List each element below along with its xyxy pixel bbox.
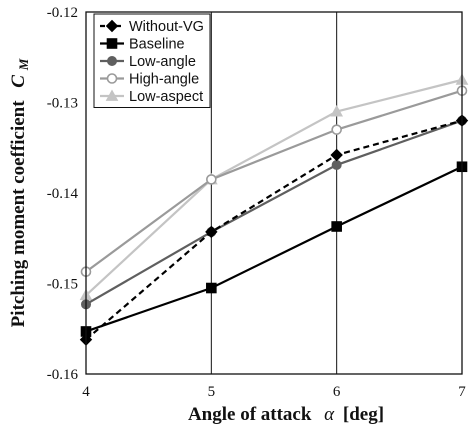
legend-marker [105,19,119,33]
x-tick-label: 4 [82,384,90,400]
series-high-angle [80,85,468,278]
grid-lines [210,12,338,374]
y-axis-subscript: M [16,58,31,71]
series-baseline [80,161,468,337]
y-tick-label: -0.15 [47,277,78,293]
legend-item-baseline: Baseline [100,37,185,53]
series-without-vg [79,114,469,346]
data-point-high-angle [331,124,342,135]
legend-label: Baseline [129,37,185,53]
data-point-baseline [206,282,217,294]
series-line-baseline [85,165,463,333]
x-axis-symbol: α [324,404,335,425]
data-point-low-angle [331,159,342,170]
y-tick-label: -0.13 [47,96,78,112]
y-tick-label: -0.16 [47,367,79,383]
legend-label: Low-aspect [129,89,203,105]
x-tick-label: 6 [333,384,341,400]
series-line-without-vg [85,119,463,341]
legend-label: Low-angle [129,54,196,70]
series-layer [79,73,469,346]
data-point-low-aspect [330,105,344,117]
legend-label: Without-VG [129,19,204,35]
legend-item-low-aspect: Low-aspect [100,89,203,105]
y-axis-label-text: Pitching moment coefficient [8,100,29,328]
x-tick-label: 5 [208,384,216,400]
legend-marker [107,56,117,66]
series-line-high-angle [85,89,463,273]
data-point-baseline [331,221,342,232]
plot-frame [85,11,463,375]
series-line-low-aspect [85,78,463,297]
y-tick-label: -0.12 [47,5,78,21]
legend-label: High-angle [129,72,199,88]
legend-item-low-angle: Low-angle [100,54,196,70]
data-point-high-angle [206,174,217,185]
tick-labels: 4 5 6 7 -0.12 -0.13 -0.14 -0.15 -0.16 [47,5,467,400]
y-axis-symbol: C [8,75,29,88]
y-tick-label: -0.14 [47,186,79,202]
legend-item-high-angle: High-angle [100,72,199,88]
x-axis-label-text: Angle of attack [188,404,312,425]
y-axis-title: Pitching moment coefficient C M [8,58,31,327]
legend-marker [106,73,118,84]
legend-marker [105,89,119,101]
x-tick-label: 7 [458,384,466,400]
data-point-without-vg [330,148,343,162]
x-axis-unit: [deg] [343,404,384,425]
data-point-without-vg [205,225,218,239]
series-line-low-angle [85,119,463,306]
legend-marker [106,38,118,49]
x-axis-title: Angle of attack α [deg] [188,404,384,425]
legend-item-without-vg: Without-VG [100,19,204,35]
